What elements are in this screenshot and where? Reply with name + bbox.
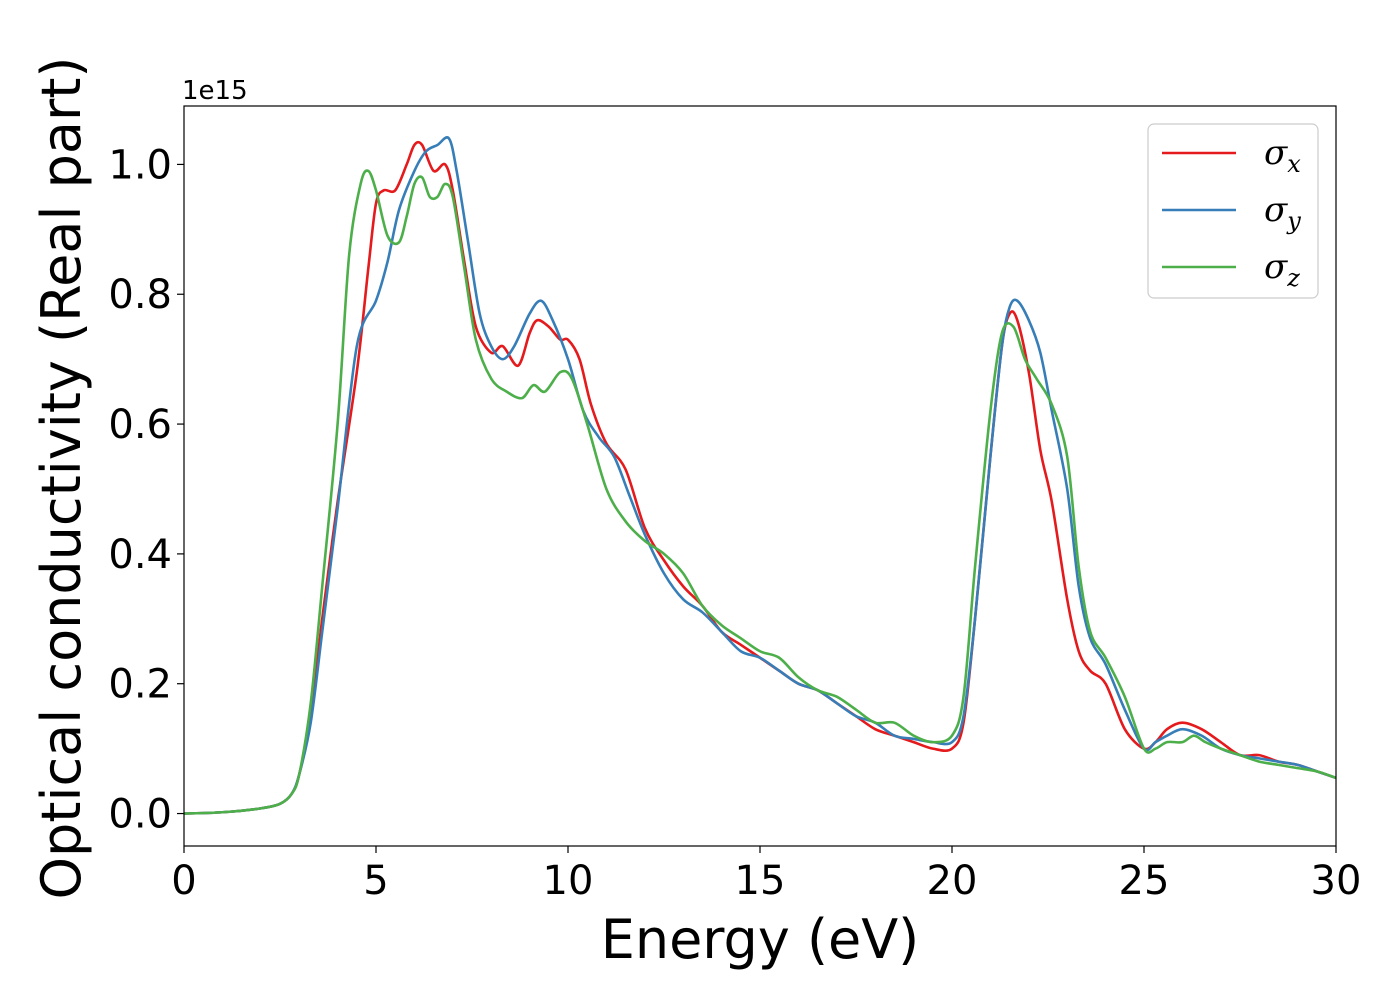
x-tick-label: 20 [927, 858, 978, 904]
y-axis-label: Optical conductivity (Real part) [30, 57, 93, 900]
series-layer [183, 136, 1337, 815]
x-tick-label: 25 [1119, 858, 1170, 904]
series-line-sigma-z [183, 169, 1337, 815]
x-tick-label: 5 [363, 858, 388, 904]
series-line-sigma-y [183, 136, 1337, 815]
x-tick-label: 30 [1311, 858, 1362, 904]
y-tick-label: 0.0 [108, 792, 172, 838]
x-tick-label: 15 [735, 858, 786, 904]
y-offset-label: 1e15 [182, 76, 248, 106]
y-tick-label: 1.0 [108, 142, 172, 188]
y-tick-label: 0.2 [108, 662, 172, 708]
y-tick-label: 0.6 [108, 402, 172, 448]
x-tick-label: 0 [171, 858, 196, 904]
y-tick-label: 0.4 [108, 532, 172, 578]
y-tick-label: 0.8 [108, 272, 172, 318]
x-axis-ticks: 0 5 10 15 20 25 30 [171, 846, 1361, 904]
plot-background [184, 106, 1336, 846]
x-tick-label: 10 [543, 858, 594, 904]
y-axis-ticks: 0.0 0.2 0.4 0.6 0.8 1.0 [108, 142, 184, 838]
x-axis-label: Energy (eV) [601, 908, 920, 971]
